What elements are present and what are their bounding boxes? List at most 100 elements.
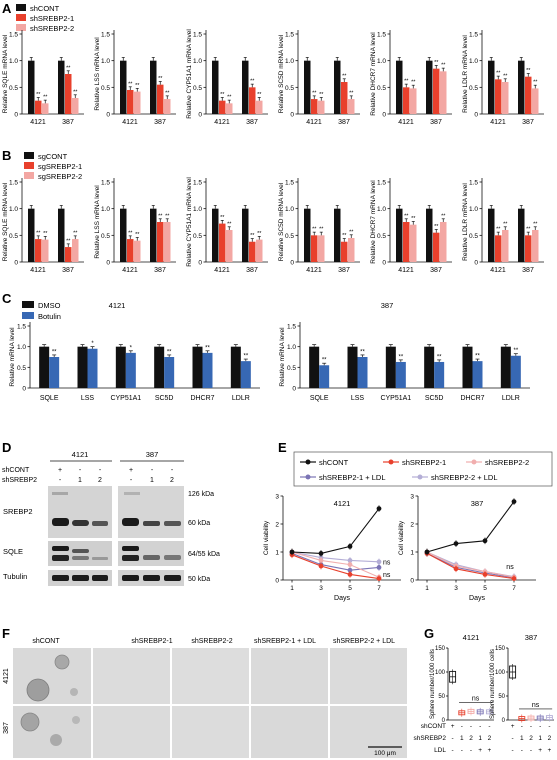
bar [35, 239, 42, 262]
legend-label: shCONT [30, 4, 60, 13]
blot-band [92, 521, 108, 526]
bar [58, 60, 65, 114]
blot-band [92, 575, 108, 581]
x-tick-label: 387 [338, 119, 350, 126]
y-tick-label: 100 [495, 670, 506, 676]
bar [65, 247, 72, 262]
bar [42, 239, 49, 262]
y-tick-label: 0.5 [17, 365, 26, 372]
y-tick-label: 0 [275, 578, 279, 585]
y-tick-label: 1.5 [193, 180, 202, 187]
significance-label: ** [404, 213, 409, 219]
y-tick-label: 0 [410, 578, 414, 585]
significance-label: ** [319, 92, 324, 98]
y-axis-label: Relative DHCR7 mRNA level [370, 180, 377, 264]
scale-bar-label: 100 μm [374, 750, 396, 757]
significance-label: ** [526, 227, 531, 233]
x-tick-label: 4121 [122, 119, 138, 126]
ns-label: ns [383, 560, 391, 567]
y-axis-label: Sphere number/1000 cells [430, 649, 436, 719]
x-tick-label: 387 [62, 119, 74, 126]
blot-size-label: 126 kDa [188, 491, 214, 498]
legend-label: shSREBP2-2 + LDL [431, 473, 498, 482]
blot-band [143, 575, 160, 581]
y-tick-label: 50 [498, 694, 505, 700]
x-tick-label: 387 [430, 267, 442, 274]
y-tick-label: 0 [502, 718, 506, 724]
bar [72, 239, 79, 262]
series-line [426, 552, 515, 579]
chart-title: 387 [471, 499, 484, 508]
blot-membrane [48, 541, 112, 566]
significance-label: ** [167, 349, 172, 355]
data-point [376, 506, 382, 511]
sign-label: - [521, 747, 523, 754]
significance-label: ** [73, 89, 78, 95]
y-tick-label: 0 [198, 260, 202, 267]
bar [462, 346, 473, 388]
bar [304, 208, 311, 262]
bar [120, 208, 127, 262]
bar [127, 239, 134, 262]
bar [226, 230, 233, 262]
significance-label: ** [43, 95, 48, 101]
x-tick-label: 387 [62, 267, 74, 274]
sign-label: - [530, 747, 532, 754]
significance-label: ** [441, 213, 446, 219]
y-tick-label: 1.0 [285, 58, 294, 65]
data-point [453, 566, 459, 572]
y-tick-label: 0 [198, 112, 202, 119]
ns-label: ns [383, 572, 391, 579]
x-tick-label: 4121 [306, 119, 322, 126]
sphere [50, 734, 62, 746]
blot-band [143, 555, 160, 560]
legend-panel-e: shCONT shSREBP2-1 shSREBP2-2 shSREBP2-1 … [293, 451, 553, 487]
blot-row-shcont: shCONT [2, 467, 30, 474]
significance-label: ** [496, 71, 501, 77]
x-tick-label: LDLR [502, 395, 520, 402]
legend-marker [417, 474, 423, 480]
data-point [453, 541, 459, 546]
panel-letter-e: E [278, 440, 287, 455]
blot-size-label: 64/55 kDa [188, 551, 220, 558]
bar [403, 222, 410, 262]
y-tick-label: 1.0 [9, 58, 18, 65]
series-line [426, 501, 515, 553]
bar [134, 91, 141, 114]
bar [502, 82, 509, 114]
y-axis-label: Relative SC5D mRNA level [278, 34, 285, 113]
blot-sign: - [59, 477, 62, 484]
blot-band [122, 555, 139, 561]
significance-label: ** [526, 68, 531, 74]
x-tick-label: SQLE [310, 395, 329, 402]
bar [249, 87, 256, 114]
row-label: shSREBP2 [413, 735, 446, 742]
legend-label: sgSREBP2-2 [38, 172, 82, 181]
bar [385, 346, 396, 388]
legend-label: sgSREBP2-1 [38, 162, 82, 171]
y-tick-label: 1.0 [17, 344, 26, 351]
x-tick-label: 7 [377, 585, 381, 592]
blot-label-sqle: SQLE [3, 547, 23, 556]
blot-band [52, 492, 68, 495]
blot-sign: + [129, 467, 133, 474]
y-tick-label: 1.0 [101, 206, 110, 213]
bar [311, 99, 318, 114]
blot-band [122, 575, 139, 581]
bar [318, 235, 325, 262]
y-tick-label: 2 [410, 522, 414, 529]
y-tick-label: 0 [474, 112, 478, 119]
data-point [376, 576, 382, 581]
panel-letter-f: F [2, 626, 10, 641]
significance-label: ** [220, 215, 225, 221]
y-tick-label: 3 [410, 494, 414, 501]
micrograph-tile [330, 648, 407, 704]
bar [120, 60, 127, 114]
significance-label: ** [513, 348, 518, 354]
micrograph-col-label: shSREBP2-2 + LDL [333, 638, 395, 645]
bar [347, 346, 358, 388]
micrograph-tile [13, 706, 91, 758]
bar [77, 346, 88, 388]
sign-label: - [461, 723, 463, 730]
